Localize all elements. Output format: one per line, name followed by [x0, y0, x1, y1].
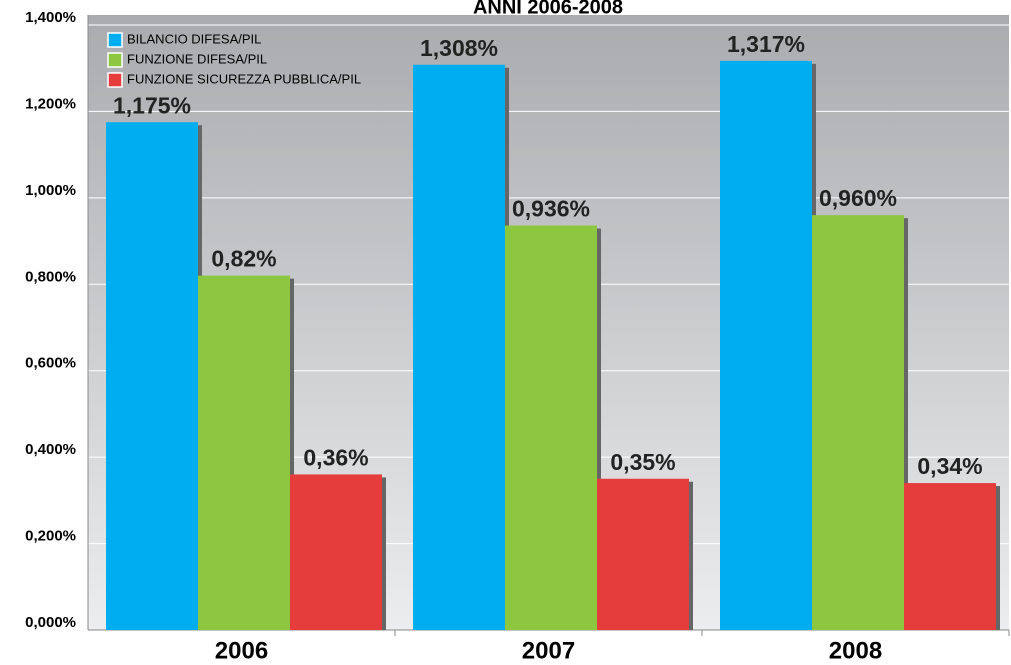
value-label: 0,35% — [610, 449, 675, 475]
bar-shadow — [382, 477, 386, 630]
bar-shadow — [290, 278, 294, 630]
bar-shadow — [597, 228, 601, 630]
legend-swatch — [107, 72, 123, 88]
value-label: 1,175% — [113, 92, 191, 118]
x-tick-label: 2008 — [829, 637, 882, 664]
y-tick-label: 0,800% — [25, 268, 76, 285]
bar — [290, 474, 382, 630]
bar — [720, 60, 812, 630]
y-tick-label: 1,400% — [25, 9, 76, 26]
value-label: 1,317% — [727, 31, 805, 57]
bar — [505, 225, 597, 630]
value-label: 0,960% — [819, 185, 897, 211]
legend-label: FUNZIONE DIFESA/PIL — [127, 51, 267, 66]
y-tick-label: 1,000% — [25, 182, 76, 199]
value-label: 0,82% — [211, 246, 276, 272]
legend-label: FUNZIONE SICUREZZA PUBBLICA/PIL — [127, 71, 361, 86]
y-tick-label: 0,200% — [25, 528, 76, 545]
bar-shadow — [996, 486, 1000, 630]
bar — [413, 64, 505, 630]
x-tick-label: 2007 — [522, 637, 575, 664]
chart-title: ANNI 2006-2008 — [473, 0, 623, 18]
bar-shadow — [904, 218, 908, 630]
legend-label: BILANCIO DIFESA/PIL — [127, 31, 261, 46]
value-label: 1,308% — [420, 35, 498, 61]
value-label: 0,936% — [512, 196, 590, 222]
legend-swatch — [107, 32, 123, 48]
x-tick-label: 2006 — [215, 637, 268, 664]
bar-shadow — [689, 481, 693, 630]
y-tick-label: 0,000% — [25, 614, 76, 631]
value-label: 0,36% — [303, 445, 368, 471]
bar — [198, 275, 290, 630]
bar — [812, 215, 904, 630]
y-tick-label: 1,200% — [25, 95, 76, 112]
y-tick-label: 0,600% — [25, 355, 76, 372]
value-label: 0,34% — [917, 453, 982, 479]
legend-swatch — [107, 52, 123, 68]
y-tick-label: 0,400% — [25, 441, 76, 458]
bar — [106, 122, 198, 630]
bar — [597, 478, 689, 630]
bar — [904, 483, 996, 630]
